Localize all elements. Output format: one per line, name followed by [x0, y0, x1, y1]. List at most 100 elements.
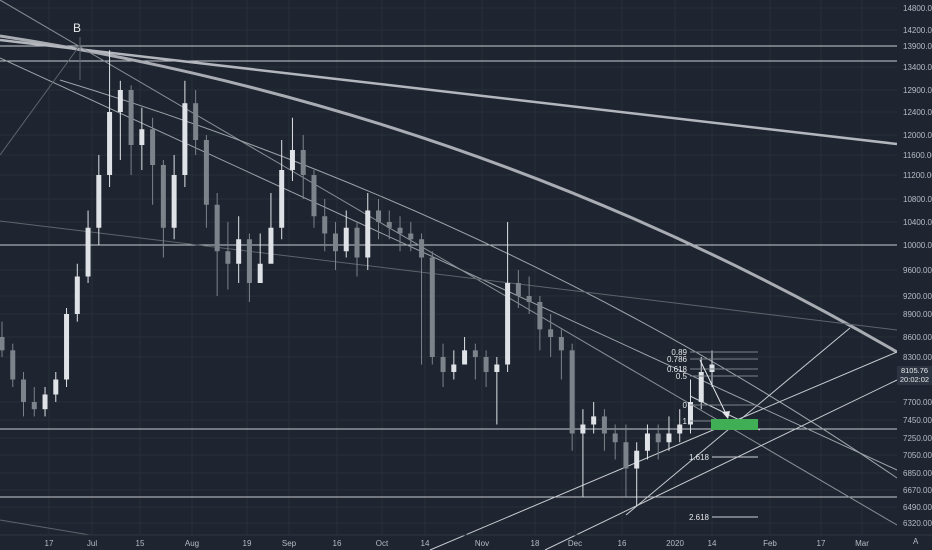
- candle-body: [332, 233, 338, 252]
- candle-body: [354, 227, 360, 258]
- lower-line: [0, 519, 91, 536]
- fib-level-label: 1.618: [689, 453, 710, 462]
- candle-body: [709, 364, 715, 372]
- price-tick: 7050.00: [903, 451, 932, 460]
- price-tick: 10400.00: [903, 218, 932, 227]
- fib-level-label: 0.618: [667, 365, 688, 374]
- candle-body: [429, 257, 435, 357]
- candle-body: [569, 350, 575, 434]
- candle-body: [236, 239, 242, 264]
- candle-body: [268, 227, 274, 264]
- candle-body: [257, 263, 263, 283]
- candle-body: [601, 416, 607, 434]
- candle-body: [537, 302, 543, 330]
- time-tick: Sep: [282, 539, 297, 548]
- price-tick: 13400.00: [903, 63, 932, 72]
- time-tick: 14: [708, 539, 717, 548]
- time-tick: 19: [243, 539, 252, 548]
- candle-body: [96, 175, 102, 228]
- candle-body: [397, 227, 403, 234]
- candle-body: [246, 239, 252, 283]
- time-tick: 17: [45, 539, 54, 548]
- price-tick: 7250.00: [903, 434, 932, 443]
- arc-trendline-thin: [59, 79, 898, 479]
- downtrend-line-2: [0, 0, 898, 526]
- candle-body: [64, 314, 70, 380]
- candle-body: [117, 90, 123, 112]
- candles: [0, 50, 715, 507]
- fib-level-label: 0.786: [667, 355, 688, 364]
- candle-body: [558, 337, 564, 351]
- candle-body: [171, 175, 177, 228]
- candle-body: [376, 210, 382, 222]
- price-axis[interactable]: 14800.00 14200.00 13900.00 13400.00 12900.00…: [897, 0, 932, 550]
- candle-body: [10, 350, 16, 380]
- candle-body: [74, 276, 80, 314]
- fib-level-label: 2.618: [689, 513, 710, 522]
- fib-level-label: 0.5: [676, 372, 688, 381]
- price-tick: 8300.00: [903, 353, 932, 362]
- time-tick: Dec: [568, 539, 582, 548]
- time-tick: 17: [817, 539, 826, 548]
- candle-body: [289, 150, 295, 170]
- price-tick: 12000.00: [903, 131, 932, 140]
- fib-level-label: 1: [683, 417, 688, 426]
- price-tick: 6490.00: [903, 503, 932, 512]
- auto-scale-button[interactable]: A: [913, 537, 919, 546]
- candle-body: [666, 433, 672, 443]
- time-tick: 16: [333, 539, 342, 548]
- candle-body: [655, 433, 661, 443]
- price-tick: 6850.00: [903, 469, 932, 478]
- candle-body: [386, 222, 392, 228]
- price-tick: 11600.00: [903, 151, 932, 160]
- candle-body: [107, 112, 113, 175]
- candle-body: [150, 129, 156, 165]
- target-zone-box: [711, 419, 758, 430]
- candle-body: [698, 372, 704, 402]
- candle-body: [203, 140, 209, 205]
- candle-body: [548, 329, 554, 337]
- candle-body: [580, 424, 586, 434]
- candle-body: [42, 394, 48, 410]
- time-tick: Feb: [763, 539, 777, 548]
- price-tick: 12400.00: [903, 108, 932, 117]
- candle-body: [365, 210, 371, 258]
- long-downtrend-line: [0, 38, 898, 146]
- candle-body: [677, 424, 683, 434]
- candle-body: [644, 433, 650, 451]
- candle-body: [591, 416, 597, 425]
- candle-body: [623, 442, 629, 469]
- price-tick: 10800.00: [903, 195, 932, 204]
- wave-label-b: B: [73, 21, 82, 35]
- current-price: 8105.76: [900, 366, 929, 375]
- projection-arrowhead: [722, 411, 730, 419]
- candle-body: [526, 296, 532, 302]
- candle-body: [279, 170, 285, 228]
- time-tick: 16: [618, 539, 627, 548]
- candle-body: [612, 433, 618, 443]
- time-axis[interactable]: 17 Jul 15 Aug 19 Sep 16 Oct 14 Nov 18 Dec 16 2020 14 Fe…: [0, 534, 932, 548]
- time-tick: Aug: [185, 539, 199, 548]
- price-tick: 12900.00: [903, 86, 932, 95]
- candle-body: [343, 227, 349, 252]
- candle-body: [322, 216, 328, 234]
- candle-body: [31, 402, 37, 410]
- price-tick: 8600.00: [903, 333, 932, 342]
- candle-body: [462, 350, 468, 365]
- price-tick: 7450.00: [903, 416, 932, 425]
- price-tick: 6670.00: [903, 486, 932, 495]
- candle-body: [687, 402, 693, 425]
- candle-body: [634, 450, 640, 469]
- candle-body: [311, 175, 317, 217]
- time-tick: Nov: [475, 539, 489, 548]
- time-tick: 2020: [666, 539, 684, 548]
- price-tick: 9200.00: [903, 292, 932, 301]
- downtrend-line-1: [0, 57, 898, 471]
- candle-body: [139, 129, 145, 145]
- price-tick: 14200.00: [903, 26, 932, 35]
- candle-body: [0, 337, 5, 351]
- candle-body: [300, 150, 306, 175]
